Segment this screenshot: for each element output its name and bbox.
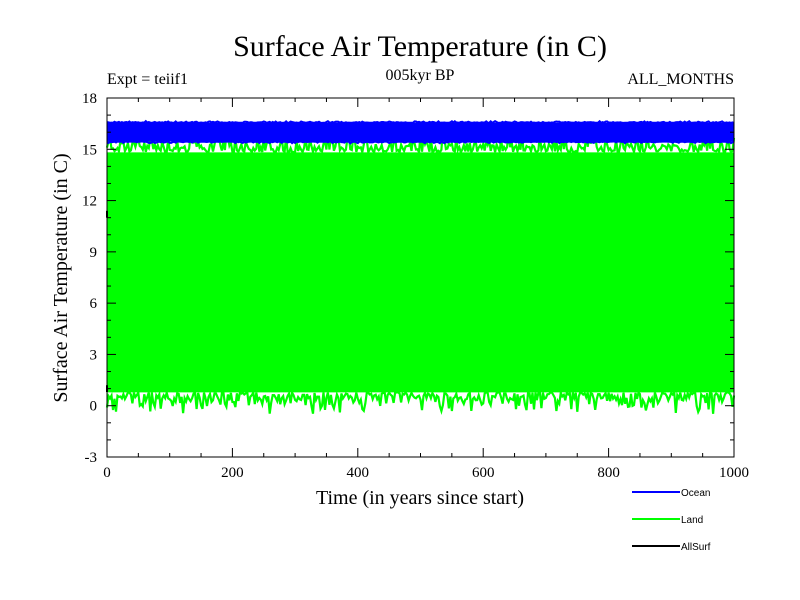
series-ocean-band	[107, 122, 734, 142]
legend-item-land: Land	[632, 515, 703, 526]
x-tick-label: 1000	[719, 465, 749, 481]
x-tick-label: 800	[597, 465, 620, 481]
tick-layer: 0 200 400 600 800 1000 -3 0 3 6 9 12 15 18	[82, 91, 749, 481]
legend-label: AllSurf	[681, 542, 711, 553]
x-tick-label: 200	[221, 465, 244, 481]
series-land-band	[107, 152, 734, 393]
series-land	[105, 129, 736, 416]
x-tick-label: 600	[472, 465, 495, 481]
legend-item-allsurf: AllSurf	[632, 542, 711, 553]
x-axis-label: Time (in years since start)	[316, 487, 524, 509]
data-layer	[105, 119, 736, 416]
x-tick-label: 0	[103, 465, 111, 481]
y-tick-label: 9	[90, 245, 98, 261]
series-land-lower-edge	[105, 388, 736, 416]
y-tick-label: 0	[90, 399, 98, 415]
y-tick-label: 3	[90, 347, 98, 363]
experiment-label: Expt = teiif1	[107, 71, 188, 88]
x-tick-label: 400	[347, 465, 370, 481]
series-ocean-upper-edge	[106, 119, 735, 125]
legend-label: Land	[681, 515, 703, 526]
series-ocean	[106, 119, 735, 145]
y-tick-label: 15	[82, 142, 97, 158]
series-ocean-lower-edge	[106, 139, 735, 145]
y-tick-label: -3	[85, 450, 98, 466]
y-axis-label: Surface Air Temperature (in C)	[50, 153, 72, 402]
y-tick-label: 12	[82, 194, 97, 210]
y-tick-label: 18	[82, 91, 97, 107]
legend-label: Ocean	[681, 488, 710, 499]
chart-title: Surface Air Temperature (in C)	[233, 30, 607, 63]
y-tick-label: 6	[90, 296, 98, 312]
legend-item-ocean: Ocean	[632, 488, 710, 499]
legend: Ocean Land AllSurf	[632, 488, 711, 553]
months-label: ALL_MONTHS	[627, 71, 734, 88]
period-label: 005kyr BP	[386, 67, 455, 84]
